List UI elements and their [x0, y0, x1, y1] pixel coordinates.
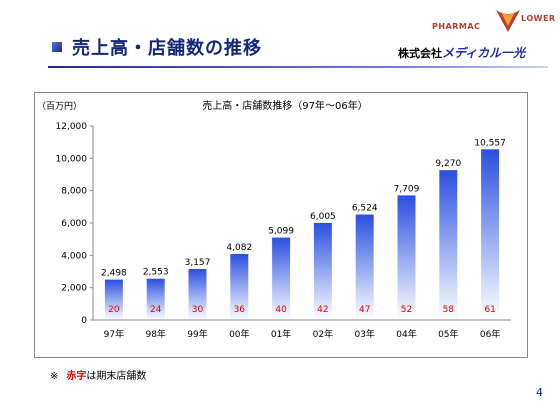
company-brand: メディカル一光	[442, 46, 526, 60]
store-count-label: 52	[401, 305, 412, 315]
title-divider	[48, 66, 548, 68]
x-tick-label: 03年	[354, 328, 374, 340]
bar	[439, 170, 458, 320]
y-tick-label: 8,000	[61, 187, 87, 197]
x-tick-label: 97年	[104, 328, 124, 340]
x-tick-label: 01年	[271, 328, 291, 340]
footnote-mark: ※	[50, 371, 59, 382]
store-count-label: 20	[108, 305, 120, 315]
sales-bar-chart: 売上高・店舗数推移（97年～06年） （百万円） 0 2,000 4,000 6,00…	[37, 99, 511, 340]
store-count-label: 61	[484, 305, 495, 315]
y-tick-label: 2,000	[61, 284, 87, 294]
bar-value-label: 2,553	[143, 268, 169, 278]
x-tick-label: 06年	[480, 328, 500, 340]
flower-logo-icon	[496, 10, 520, 32]
store-count-label: 24	[150, 305, 162, 315]
x-tick-label: 05年	[438, 328, 458, 340]
logo-lower-text: LOWER	[521, 14, 556, 23]
y-tick-label: 12,000	[56, 122, 88, 132]
bar	[146, 278, 165, 320]
logo-pharmac-text: PHARMAC	[432, 22, 481, 31]
store-count-label: 47	[359, 305, 370, 315]
x-tick-label: 00年	[229, 328, 249, 340]
store-count-label: 30	[192, 305, 204, 315]
bar-value-label: 10,557	[474, 138, 506, 148]
chart-title: 売上高・店舗数推移（97年～06年）	[202, 99, 367, 112]
bar-value-label: 5,099	[268, 227, 294, 237]
store-count-label: 40	[275, 305, 287, 315]
y-tick-label: 0	[81, 316, 87, 326]
footnote-red-text: 赤字	[66, 371, 87, 382]
bar-value-label: 6,524	[352, 204, 378, 214]
bar	[230, 254, 249, 320]
company-name: 株式会社メディカル一光	[398, 44, 525, 61]
bar-value-label: 4,082	[226, 243, 252, 253]
company-prefix: 株式会社	[398, 47, 442, 60]
store-count-label: 58	[443, 305, 455, 315]
bar-value-label: 6,005	[310, 212, 336, 222]
x-tick-label: 98年	[145, 328, 165, 340]
chart-frame: 売上高・店舗数推移（97年～06年） （百万円） 0 2,000 4,000 6,00…	[34, 92, 528, 358]
footnote-text: は期末店舗数	[86, 371, 147, 382]
bar	[272, 237, 291, 320]
store-count-label: 42	[317, 305, 328, 315]
footnote: ※ 赤字は期末店舗数	[50, 367, 146, 382]
y-tick-label: 4,000	[61, 251, 87, 261]
page-number: 4	[536, 386, 543, 399]
bar	[313, 222, 332, 320]
bar	[188, 268, 207, 320]
bar-value-label: 9,270	[435, 159, 461, 169]
slide-title: 売上高・店舗数の推移	[72, 38, 262, 59]
bar	[397, 195, 416, 320]
x-tick-label: 04年	[396, 328, 416, 340]
y-tick-label: 6,000	[61, 219, 87, 229]
bar	[481, 149, 500, 320]
bar-value-label: 2,498	[101, 269, 127, 279]
y-tick-label: 10,000	[56, 154, 88, 164]
bar-value-label: 7,709	[394, 184, 420, 194]
bar	[355, 214, 374, 320]
y-axis-label: （百万円）	[37, 101, 82, 112]
x-tick-label: 99年	[187, 328, 207, 340]
x-tick-label: 02年	[313, 328, 333, 340]
bar	[104, 279, 123, 320]
bar-value-label: 3,157	[185, 258, 211, 268]
store-count-label: 36	[234, 305, 246, 315]
title-bullet-icon	[52, 42, 62, 52]
